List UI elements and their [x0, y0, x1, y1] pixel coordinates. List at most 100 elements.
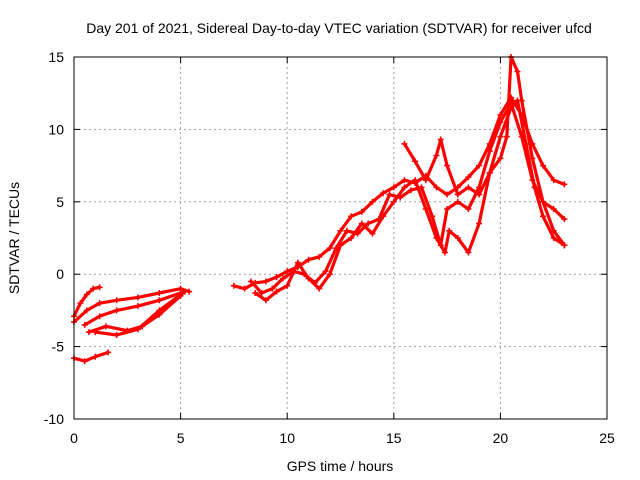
series-track-3	[83, 291, 183, 327]
data-point-marker	[92, 353, 99, 360]
data-point-marker	[365, 220, 372, 227]
data-point-marker	[96, 300, 103, 307]
axis-ticks	[73, 56, 608, 420]
data-point-marker	[337, 242, 344, 249]
data-point-marker	[343, 227, 350, 234]
data-point-marker	[441, 249, 448, 256]
x-tick-5: 5	[177, 430, 185, 446]
data-point-marker	[444, 191, 451, 198]
data-point-marker	[561, 216, 568, 223]
data-point-marker	[497, 119, 504, 126]
data-point-marker	[401, 184, 408, 191]
data-point-marker	[476, 220, 483, 227]
data-point-marker	[497, 111, 504, 118]
data-point-marker	[305, 275, 312, 282]
data-point-marker	[476, 162, 483, 169]
data-point-marker	[322, 268, 329, 275]
data-point-marker	[390, 184, 397, 191]
data-point-marker	[522, 140, 529, 147]
data-point-marker	[83, 307, 90, 314]
data-point-marker	[369, 198, 376, 205]
data-point-marker	[454, 235, 461, 241]
data-point-marker	[316, 253, 323, 260]
data-point-marker	[156, 307, 163, 314]
data-point-marker	[369, 230, 376, 237]
data-point-marker	[273, 274, 280, 281]
data-point-marker	[380, 190, 387, 197]
data-point-marker	[348, 213, 355, 220]
data-point-marker	[113, 332, 120, 339]
data-point-marker	[83, 291, 90, 298]
data-point-marker	[437, 136, 444, 143]
x-tick-10: 10	[279, 430, 295, 446]
data-point-marker	[134, 294, 141, 301]
data-point-marker	[241, 285, 248, 292]
data-point-marker	[258, 290, 265, 297]
y-tick-5: 5	[56, 194, 64, 210]
data-point-marker	[181, 288, 188, 295]
x-tick-15: 15	[386, 430, 402, 446]
data-point-marker	[412, 158, 419, 165]
data-point-marker	[503, 133, 510, 140]
series-track-2	[72, 287, 191, 324]
data-point-marker	[486, 148, 493, 155]
y-tick-10: 10	[48, 121, 64, 137]
data-point-marker	[284, 282, 291, 289]
data-point-marker	[514, 68, 521, 75]
data-point-marker	[486, 169, 493, 176]
data-point-marker	[105, 349, 112, 356]
data-point-marker	[386, 191, 393, 198]
data-point-marker	[380, 213, 387, 220]
data-point-marker	[540, 198, 547, 205]
data-point-marker	[454, 198, 461, 205]
data-point-marker	[81, 358, 88, 365]
data-point-marker	[156, 297, 163, 304]
data-point-marker	[273, 288, 280, 295]
data-point-marker	[81, 321, 88, 328]
data-point-marker	[156, 290, 163, 297]
data-point-marker	[550, 235, 557, 241]
grid	[74, 57, 607, 419]
data-point-marker	[531, 184, 538, 191]
data-point-marker	[358, 220, 365, 227]
data-point-marker	[262, 278, 269, 285]
data-point-marker	[550, 206, 557, 213]
data-point-marker	[444, 206, 451, 213]
x-tick-20: 20	[493, 430, 509, 446]
x-axis-label: GPS time / hours	[287, 458, 394, 474]
data-point-marker	[113, 297, 120, 304]
data-point-marker	[465, 184, 472, 191]
data-point-marker	[401, 177, 408, 184]
data-point-marker	[230, 282, 237, 289]
data-point-marker	[561, 181, 568, 188]
data-point-marker	[401, 140, 408, 147]
data-point-marker	[433, 235, 440, 241]
data-point-marker	[433, 184, 440, 191]
data-point-marker	[326, 271, 333, 278]
data-point-marker	[518, 97, 525, 104]
data-point-marker	[326, 245, 333, 252]
data-point-marker	[262, 297, 269, 304]
data-point-marker	[407, 187, 414, 194]
series-track-9	[253, 98, 567, 302]
data-point-marker	[96, 284, 103, 291]
data-point-marker	[497, 155, 504, 162]
data-point-marker	[446, 227, 453, 234]
data-point-marker	[465, 249, 472, 256]
data-point-marker	[465, 206, 472, 213]
data-point-marker	[540, 213, 547, 220]
y-tick-minus5: -5	[52, 339, 65, 355]
data-point-marker	[418, 184, 425, 191]
y-tick-15: 15	[48, 49, 64, 65]
data-point-marker	[247, 278, 254, 285]
data-point-marker	[497, 133, 504, 140]
data-point-marker	[454, 191, 461, 198]
data-point-marker	[252, 290, 259, 297]
data-point-marker	[96, 313, 103, 320]
data-point-marker	[90, 285, 97, 292]
data-point-marker	[390, 198, 397, 205]
x-tick-0: 0	[70, 430, 78, 446]
data-point-marker	[113, 307, 120, 314]
y-tick-0: 0	[56, 266, 64, 282]
